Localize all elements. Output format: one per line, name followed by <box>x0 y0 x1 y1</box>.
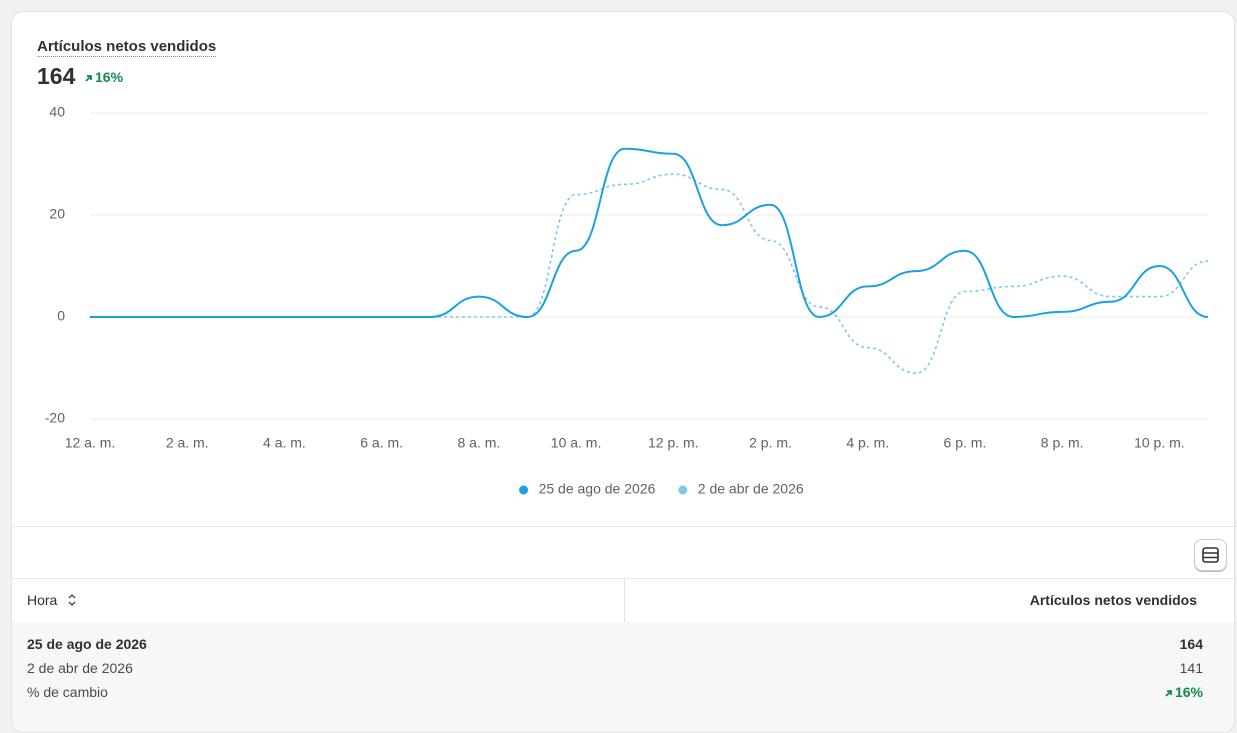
table-icon <box>1202 547 1219 563</box>
change-text: 16% <box>95 69 124 85</box>
y-tick-label: -20 <box>45 410 65 426</box>
metric-change: 16% <box>84 69 123 85</box>
row-label: 25 de ago de 2026 <box>27 636 147 652</box>
series-line <box>90 147 1209 319</box>
x-tick-label: 2 a. m. <box>166 435 209 451</box>
x-tick-label: 8 a. m. <box>457 435 500 451</box>
column-title: Hora <box>27 592 58 608</box>
column-header[interactable]: Hora <box>27 592 78 608</box>
up-arrow <box>1165 689 1172 697</box>
table-toggle-button[interactable] <box>1194 539 1227 571</box>
row-label: % de cambio <box>27 684 108 700</box>
divider <box>12 526 1234 527</box>
table-body: 25 de ago de 2026 164 2 de abr de 2026 141… <box>12 622 1234 732</box>
metric-title[interactable]: Artículos netos vendidos <box>37 38 217 57</box>
table-header: Hora Artículos netos vendidos <box>12 578 1234 623</box>
row-value: 16% <box>1164 684 1203 700</box>
legend-dot <box>519 485 529 495</box>
x-tick-label: 4 a. m. <box>263 435 306 451</box>
x-tick-label: 12 a. m. <box>65 435 116 451</box>
row-label: 2 de abr de 2026 <box>27 660 133 676</box>
change-text: 16% <box>1174 684 1203 700</box>
x-tick-label: 12 p. m. <box>648 435 699 451</box>
x-tick-label: 8 p. m. <box>1041 435 1084 451</box>
x-tick-label: 10 a. m. <box>551 435 602 451</box>
x-tick-label: 6 p. m. <box>944 435 987 451</box>
x-tick-label: 2 p. m. <box>749 435 792 451</box>
x-tick-label: 10 p. m. <box>1134 435 1185 451</box>
report-card: Artículos netos vendidos 164 16% -20 0 20 4… <box>11 11 1235 733</box>
x-tick-label: 6 a. m. <box>360 435 403 451</box>
up-arrow <box>85 74 92 82</box>
table-row: % de cambio 16% <box>27 684 1203 704</box>
y-tick-label: 0 <box>57 308 65 324</box>
legend-label: 2 de abr de 2026 <box>698 481 804 497</box>
table-row: 25 de ago de 2026 164 <box>27 636 1203 656</box>
page: Artículos netos vendidos 164 16% -20 0 20 4… <box>11 11 1235 733</box>
legend-label: 25 de ago de 2026 <box>539 481 656 497</box>
row-value: 141 <box>1179 660 1203 676</box>
chart: -20 0 20 40 12 a. m. 2 a. m. 4 a. m. 6 a. m. 8 a… <box>45 104 1209 497</box>
sort-icon <box>68 594 76 606</box>
y-tick-label: 40 <box>49 104 65 120</box>
column-header: Artículos netos vendidos <box>1029 592 1197 608</box>
y-tick-label: 20 <box>49 206 65 222</box>
metric-value: 164 <box>37 63 76 89</box>
table-row: 2 de abr de 2026 141 <box>27 660 1203 680</box>
row-value: 164 <box>1179 636 1203 652</box>
x-tick-label: 4 p. m. <box>846 435 889 451</box>
series-line <box>90 173 1209 374</box>
legend-dot <box>678 485 688 495</box>
